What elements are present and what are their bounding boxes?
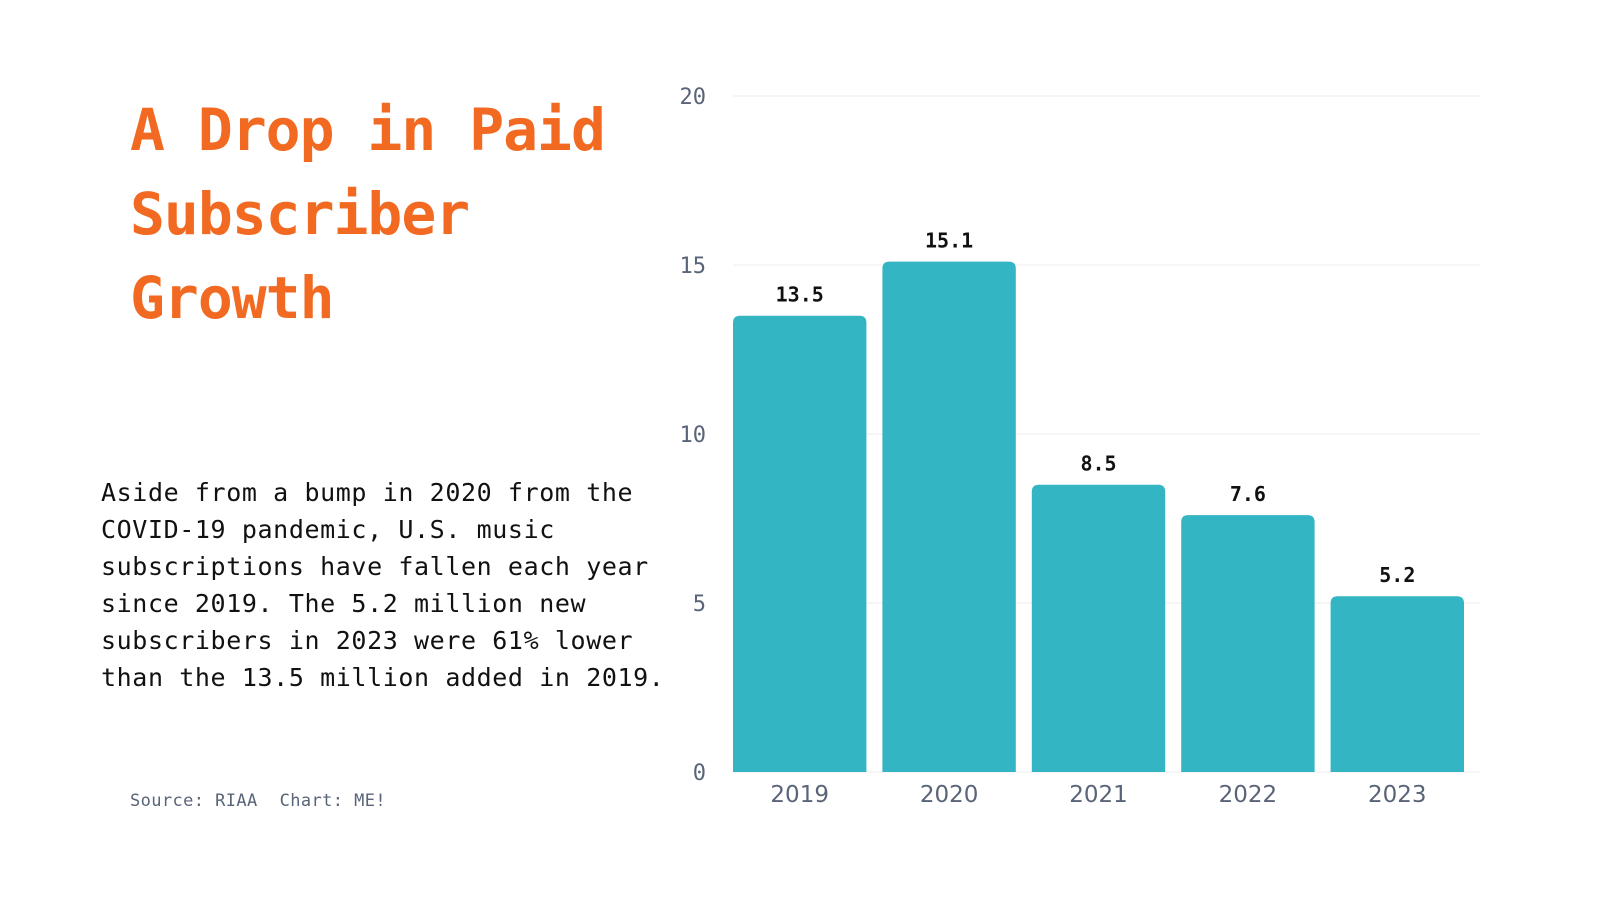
x-axis-labels: 2019 2020 2021 2022 2023 — [770, 782, 1426, 808]
y-axis-ticks: 0 5 10 15 20 — [680, 85, 707, 786]
x-tick-label-2023: 2023 — [1368, 782, 1427, 808]
x-tick-label-2021: 2021 — [1069, 782, 1128, 808]
bar-2022 — [1181, 515, 1315, 772]
source-credit-line: Source: RIAA Chart: ME! — [130, 791, 408, 811]
value-label-2021: 8.5 — [1080, 452, 1116, 476]
y-tick-label: 15 — [680, 254, 707, 279]
value-label-2019: 13.5 — [776, 283, 824, 307]
value-label-2022: 7.6 — [1230, 482, 1266, 506]
chart-title: A Drop in Paid Subscriber Growth — [130, 88, 690, 340]
value-label-2020: 15.1 — [925, 229, 973, 253]
bar-2019 — [733, 315, 867, 772]
y-tick-label: 5 — [693, 592, 706, 617]
chart-credit-text: Chart: ME! — [279, 791, 386, 811]
bar-2020 — [882, 261, 1016, 772]
y-tick-label: 10 — [680, 423, 707, 448]
value-labels: 13.5 15.1 8.5 7.6 5.2 — [776, 229, 1416, 588]
x-tick-label-2019: 2019 — [770, 782, 829, 808]
title-line-2: Subscriber — [130, 180, 470, 248]
title-line-1: A Drop in Paid — [130, 96, 606, 164]
y-tick-label: 20 — [680, 85, 707, 110]
bar-2021 — [1031, 484, 1166, 772]
value-label-2023: 5.2 — [1379, 563, 1415, 587]
bar-2023 — [1330, 596, 1464, 772]
y-tick-label: 0 — [693, 761, 706, 786]
source-text: Source: RIAA — [130, 791, 258, 811]
x-tick-label-2020: 2020 — [920, 782, 979, 808]
description-text: Aside from a bump in 2020 from the COVID… — [101, 478, 665, 692]
bars — [733, 261, 1464, 772]
title-line-3: Growth — [130, 264, 335, 332]
x-tick-label-2022: 2022 — [1219, 782, 1278, 808]
